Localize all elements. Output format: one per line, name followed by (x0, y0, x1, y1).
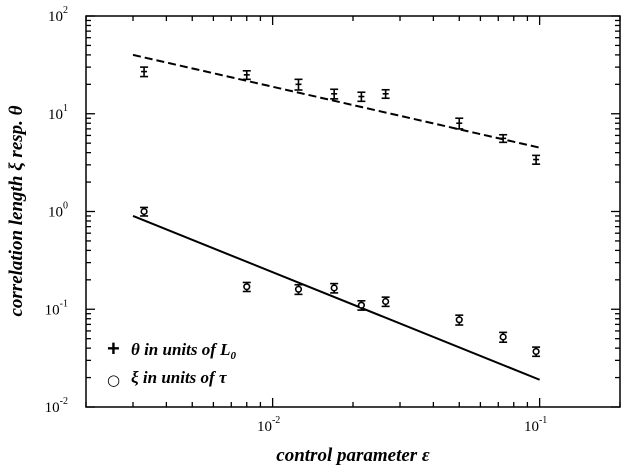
y-tick-exponent: 0 (63, 201, 68, 212)
xi-data-point (242, 281, 251, 293)
xi-data-point (532, 346, 541, 358)
circle-marker (243, 283, 251, 291)
y-tick-exponent: -2 (60, 396, 68, 407)
theta-data-point (330, 88, 339, 100)
y-tick-base: 10 (45, 302, 60, 318)
x-tick-exponent: -1 (539, 415, 547, 426)
legend-plus-marker: + (107, 336, 120, 361)
y-tick-base: 10 (48, 107, 63, 123)
plot-frame (85, 15, 621, 408)
theta-data-point (242, 70, 251, 81)
xi-data-point (499, 331, 508, 344)
legend-theta-text: θ in units of L (131, 340, 231, 359)
xi-data-point (140, 206, 149, 217)
circle-marker (532, 347, 540, 356)
xi-data-point (381, 296, 390, 308)
xi-data-point (330, 282, 339, 294)
theta-data-point (357, 91, 366, 103)
x-axis-title: control parameter ε (276, 445, 430, 466)
circle-marker (357, 301, 365, 309)
x-tick-base: 10 (524, 419, 539, 435)
y-tick-exponent: 2 (63, 5, 68, 16)
legend-item-xi: ○ ξ in units of τ (107, 368, 227, 389)
legend-item-theta: + θ in units of L0 (107, 336, 237, 362)
xi-fit-line (132, 215, 540, 381)
y-tick-exponent: -1 (60, 298, 68, 309)
y-tick-base: 10 (48, 205, 63, 221)
xi-data-point (294, 283, 303, 296)
x-tick-exponent: -2 (272, 415, 280, 426)
theta-data-point (381, 88, 390, 100)
fit-lines (132, 53, 540, 381)
y-tick-label: 10-1 (45, 298, 68, 318)
y-tick-label: 10-2 (45, 396, 68, 416)
theta-data-point (532, 154, 541, 165)
y-tick-base: 10 (45, 400, 60, 416)
theta-data-point (294, 78, 303, 91)
circle-marker (499, 333, 507, 341)
legend-theta-subscript: 0 (231, 350, 237, 362)
theta-fit-line (132, 53, 540, 149)
y-tick-label: 101 (48, 103, 68, 123)
xi-data-point (455, 314, 464, 326)
legend-theta-label: θ in units of L0 (131, 340, 237, 362)
legend-circle-marker: ○ (107, 371, 120, 389)
y-tick-exponent: 1 (63, 103, 68, 114)
circle-marker (455, 316, 463, 324)
circle-marker (140, 207, 148, 216)
y-tick-base: 10 (48, 9, 63, 25)
theta-data-point (499, 133, 508, 144)
xi-data-point (357, 300, 366, 311)
x-tick-label: 10-2 (257, 415, 280, 435)
y-tick-label: 100 (48, 201, 68, 221)
y-tick-label: 102 (48, 5, 68, 25)
circle-marker (382, 297, 390, 306)
circle-marker (294, 285, 303, 293)
legend: + θ in units of L0 ○ ξ in units of τ (107, 336, 237, 389)
data-points (140, 66, 541, 358)
x-tick-label: 10-1 (524, 415, 547, 435)
circle-marker (330, 284, 338, 292)
y-axis-title: correlation length ξ resp. θ (6, 105, 27, 316)
x-tick-base: 10 (257, 419, 272, 435)
theta-data-point (455, 117, 464, 130)
legend-xi-label: ξ in units of τ (131, 368, 227, 387)
theta-data-point (140, 66, 149, 78)
